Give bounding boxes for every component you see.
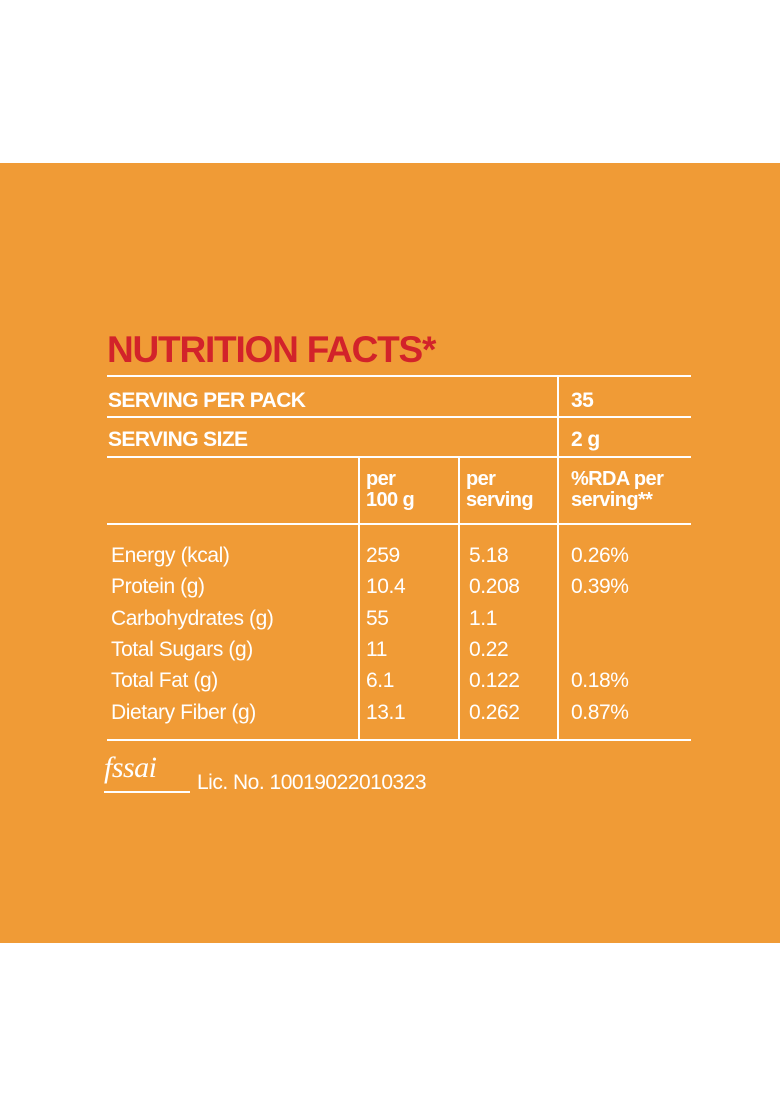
row-per-serving: 0.262 (469, 701, 520, 724)
table-rule (107, 523, 691, 525)
row-per-serving: 0.208 (469, 575, 520, 598)
table-rule (107, 416, 691, 418)
col-header-per-100g: per 100 g (366, 468, 415, 511)
row-name: Total Sugars (g) (111, 638, 253, 661)
table-rule-bottom (107, 739, 691, 741)
row-per-100g: 259 (366, 544, 400, 567)
table-rule (107, 456, 691, 458)
row-rda: 0.18% (571, 669, 629, 692)
row-per-serving: 1.1 (469, 607, 497, 630)
serving-per-pack-label: SERVING PER PACK (108, 389, 306, 412)
row-per-100g: 11 (366, 638, 387, 661)
row-name: Dietary Fiber (g) (111, 701, 256, 724)
nutrition-panel: NUTRITION FACTS* SERVING PER PACK 35 SER… (0, 163, 780, 943)
row-per-100g: 13.1 (366, 701, 406, 724)
row-name: Total Fat (g) (111, 669, 218, 692)
row-rda: 0.87% (571, 701, 629, 724)
row-per-serving: 0.22 (469, 638, 509, 661)
license-number: Lic. No. 10019022010323 (197, 771, 427, 794)
table-divider (557, 375, 559, 739)
row-name: Energy (kcal) (111, 544, 230, 567)
fssai-logo-underline (104, 791, 190, 793)
col-header-per-serving: per serving (466, 468, 534, 511)
col-header-rda: %RDA per serving** (571, 468, 664, 511)
table-rule-top (107, 375, 691, 377)
row-per-100g: 55 (366, 607, 389, 630)
row-per-serving: 0.122 (469, 669, 520, 692)
row-name: Carbohydrates (g) (111, 607, 274, 630)
row-per-100g: 10.4 (366, 575, 406, 598)
serving-size-label: SERVING SIZE (108, 428, 248, 451)
serving-per-pack-value: 35 (571, 389, 594, 412)
table-divider (458, 456, 460, 739)
row-per-serving: 5.18 (469, 544, 509, 567)
table-divider (358, 456, 360, 739)
nutrition-title: NUTRITION FACTS* (107, 329, 436, 370)
row-name: Protein (g) (111, 575, 205, 598)
fssai-logo: fssai (104, 751, 157, 784)
row-per-100g: 6.1 (366, 669, 394, 692)
row-rda: 0.39% (571, 575, 629, 598)
serving-size-value: 2 g (571, 428, 600, 451)
row-rda: 0.26% (571, 544, 629, 567)
